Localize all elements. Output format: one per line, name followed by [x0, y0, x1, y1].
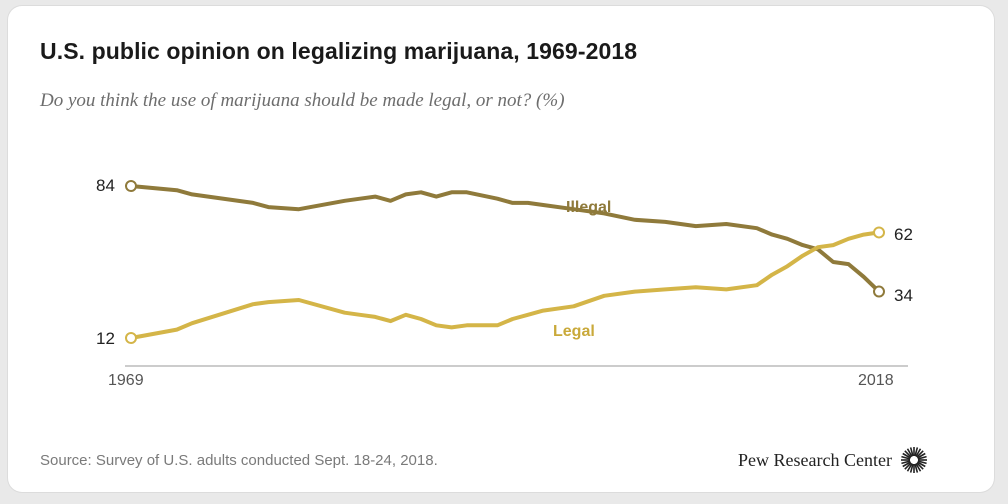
illegal-series-label: Illegal [566, 199, 611, 216]
sunburst-ray [917, 460, 927, 465]
endpoint-marker-illegal-end [873, 285, 885, 298]
series-line-legal [129, 230, 881, 340]
sunburst-ray [906, 463, 913, 472]
sunburst-ray [914, 463, 919, 473]
legal-start-value: 12 [96, 329, 115, 348]
endpoint-marker-illegal-start [125, 180, 137, 192]
series-line-illegal [129, 184, 881, 294]
x-tick-label-end: 2018 [858, 372, 894, 389]
source-note: Source: Survey of U.S. adults conducted … [40, 452, 438, 469]
legal-end-value: 62 [894, 225, 913, 244]
sunburst-ray [909, 463, 914, 473]
sunburst-ray [917, 461, 926, 468]
brand-name: Pew Research Center [738, 449, 892, 470]
sunburst-ray [915, 463, 922, 472]
endpoint-marker-legal-end [873, 226, 885, 239]
sunburst-ray [915, 448, 922, 457]
sunburst-ray [906, 448, 913, 457]
sunburst-ray [902, 452, 911, 459]
sunburst-ray [902, 461, 911, 468]
sunburst-ray [917, 455, 927, 460]
sunburst-ray [916, 450, 924, 458]
chart-title: U.S. public opinion on legalizing mariju… [40, 38, 638, 64]
sunburst-ray [904, 450, 912, 458]
sunburst-ray [916, 462, 924, 470]
illegal-end-value: 34 [894, 286, 913, 305]
sunburst-ray [901, 460, 911, 465]
brand-logo: Pew Research Center [738, 446, 928, 474]
sunburst-ray [914, 447, 919, 457]
x-tick-label-start: 1969 [108, 372, 144, 389]
chart-card [8, 6, 994, 492]
chart-subtitle: Do you think the use of marijuana should… [40, 90, 565, 111]
illegal-start-value: 84 [96, 176, 115, 195]
sunburst-ray [904, 462, 912, 470]
legal-series-label: Legal [553, 323, 595, 340]
sunburst-icon [900, 447, 927, 473]
sunburst-ray [901, 455, 911, 460]
endpoint-marker-legal-start [125, 332, 137, 344]
sunburst-ray [909, 447, 914, 457]
sunburst-ray [917, 452, 926, 459]
